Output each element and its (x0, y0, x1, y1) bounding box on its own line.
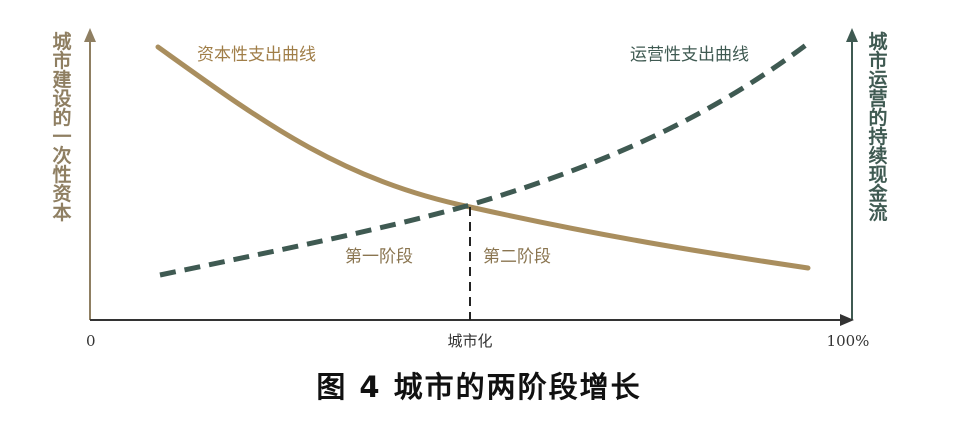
right-axis-label: 城市运营的持续现金流 (867, 30, 888, 224)
phase-two-label: 第二阶段 (483, 247, 551, 267)
x-axis-mid-label: 城市化 (447, 332, 492, 350)
left-axis-label: 城市建设的一次性资本 (52, 30, 71, 224)
left-axis-arrow-icon (84, 28, 96, 42)
operating-expenditure-curve (159, 40, 812, 278)
capital-expenditure-curve (155, 44, 811, 271)
operating-curve-label: 运营性支出曲线 (630, 45, 749, 65)
x-axis-start-label: 0 (86, 332, 96, 350)
x-axis-end-label: 100% (827, 332, 870, 350)
x-axis-arrow-icon (840, 314, 854, 326)
capital-curve-label: 资本性支出曲线 (197, 45, 316, 65)
phase-one-label: 第一阶段 (345, 247, 413, 267)
figure-caption: 图 4 城市的两阶段增长 (316, 370, 642, 404)
right-axis-arrow-icon (846, 28, 858, 42)
